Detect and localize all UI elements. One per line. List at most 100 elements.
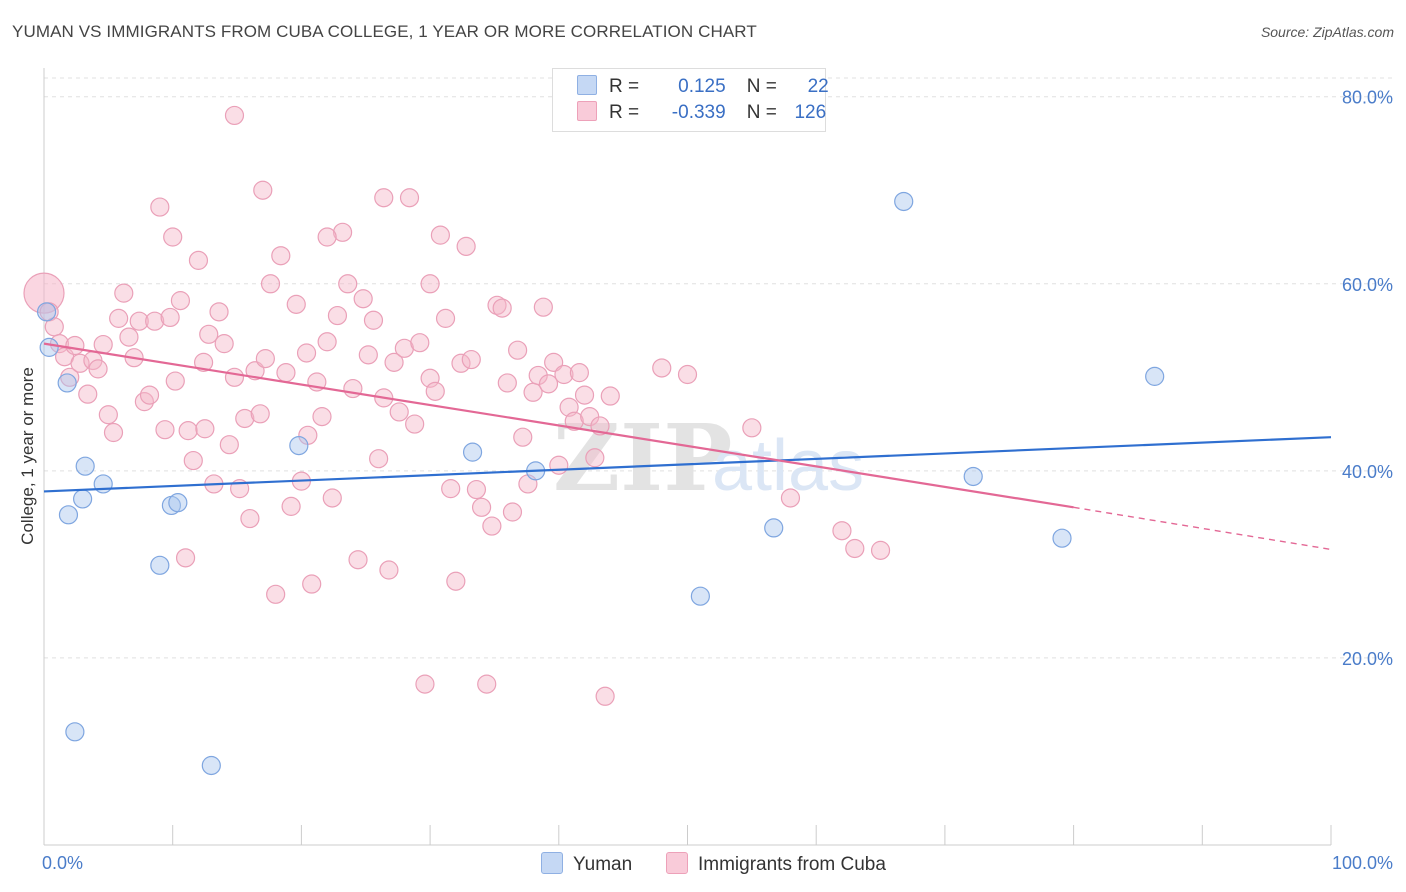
cuba-point <box>322 488 342 508</box>
cuba-point <box>508 340 528 360</box>
legend-row-yuman: R = 0.125 N = 22 <box>577 75 829 101</box>
yuman-point <box>690 586 710 606</box>
axes <box>43 68 1332 846</box>
yuman-point <box>58 505 79 525</box>
r-value: 0.125 <box>678 76 726 97</box>
n-label: N = <box>746 102 777 123</box>
cuba-point <box>430 225 450 245</box>
cuba-point <box>780 488 801 508</box>
stats-legend: R = 0.125 N = 22 R = -0.339 N = 126 <box>552 68 829 132</box>
cuba-trend-line <box>43 342 1074 509</box>
cuba-point <box>845 538 865 559</box>
cuba-point <box>379 560 399 580</box>
cuba-point <box>538 374 559 394</box>
yuman-point <box>289 435 309 456</box>
cuba-point <box>188 250 209 270</box>
cuba-point <box>471 497 492 517</box>
n-label: N = <box>746 76 777 97</box>
cuba-point <box>487 295 507 315</box>
cuba-point <box>224 367 245 387</box>
cuba-point <box>296 343 317 363</box>
cuba-point <box>358 345 378 365</box>
cuba-point <box>327 305 348 326</box>
bottom-legend-label-cuba: Immigrants from Cuba <box>698 854 886 875</box>
cuba-point <box>477 674 497 694</box>
cuba-point <box>175 548 196 568</box>
yuman-point <box>150 555 170 575</box>
cuba-point <box>569 363 589 383</box>
cuba-point <box>119 327 139 347</box>
cuba-point <box>564 411 584 431</box>
cuba-point <box>199 324 219 344</box>
cuba-point <box>281 496 301 516</box>
cuba-point <box>870 540 891 560</box>
cuba-point <box>286 294 306 314</box>
cuba-point <box>98 405 118 425</box>
yuman-point <box>1145 366 1165 386</box>
yuman-trend-line <box>43 436 1332 493</box>
cuba-trend-line-extension <box>1073 506 1332 551</box>
tick-labels: 20.0% 40.0% 60.0% 80.0% 0.0% 100.0% <box>42 88 1393 873</box>
cuba-point <box>150 197 170 217</box>
cuba-point <box>677 364 698 385</box>
cuba-point <box>446 571 466 591</box>
cuba-point <box>163 227 183 247</box>
cuba-point <box>78 384 98 404</box>
bottom-legend-swatch-cuba <box>666 852 688 874</box>
watermark: ZIP atlas <box>553 404 864 512</box>
yuman-point <box>963 466 983 487</box>
cuba-point <box>276 363 296 383</box>
cuba-point <box>253 180 273 200</box>
cuba-point <box>332 222 353 242</box>
yuman-point <box>36 302 57 322</box>
cuba-point <box>109 308 129 328</box>
yuman-point <box>168 493 188 513</box>
cuba-point <box>742 418 762 438</box>
cuba-point <box>219 435 239 455</box>
cuba-point <box>435 308 456 328</box>
cuba-point <box>183 450 203 471</box>
cuba-point <box>160 307 180 328</box>
cuba-point <box>260 274 281 294</box>
cuba-point <box>178 421 198 441</box>
cuba-point <box>533 297 553 317</box>
cuba-point <box>399 188 420 208</box>
cuba-point <box>353 289 373 309</box>
cuba-point <box>250 404 270 424</box>
cuba-point <box>461 349 481 370</box>
cuba-point <box>492 298 512 318</box>
yuman-point <box>894 191 914 212</box>
watermark-atlas: atlas <box>712 426 864 506</box>
bottom-legend-yuman: Yuman <box>541 852 632 876</box>
cuba-point <box>170 291 191 311</box>
cuba-point <box>155 420 175 440</box>
cuba-point <box>374 188 394 208</box>
cuba-point <box>456 236 476 256</box>
cuba-point <box>165 371 185 391</box>
cuba-point <box>88 359 108 379</box>
cuba-point <box>224 105 245 126</box>
cuba-point <box>600 386 620 406</box>
y-tick-label: 60.0% <box>1342 275 1393 295</box>
yuman-point <box>75 456 95 476</box>
cuba-point <box>384 352 404 372</box>
cuba-point <box>245 361 265 381</box>
r-value: -0.339 <box>671 102 726 123</box>
cuba-point <box>348 550 368 570</box>
cuba-point <box>513 427 533 447</box>
cuba-point <box>363 310 384 330</box>
cuba-point <box>425 381 445 401</box>
y-axis-label: College, 1 year or more <box>18 367 37 545</box>
yuman-point <box>764 518 784 538</box>
y-tick-label: 20.0% <box>1342 649 1393 669</box>
cuba-point <box>410 333 430 353</box>
cuba-point <box>451 353 471 373</box>
yuman-point <box>65 722 85 742</box>
y-tick-label: 40.0% <box>1342 462 1393 482</box>
n-value: 126 <box>794 102 827 123</box>
yuman-point <box>1052 528 1072 548</box>
bottom-legend-label-yuman: Yuman <box>573 854 633 875</box>
cuba-point <box>114 283 134 303</box>
cuba-point <box>23 272 65 314</box>
